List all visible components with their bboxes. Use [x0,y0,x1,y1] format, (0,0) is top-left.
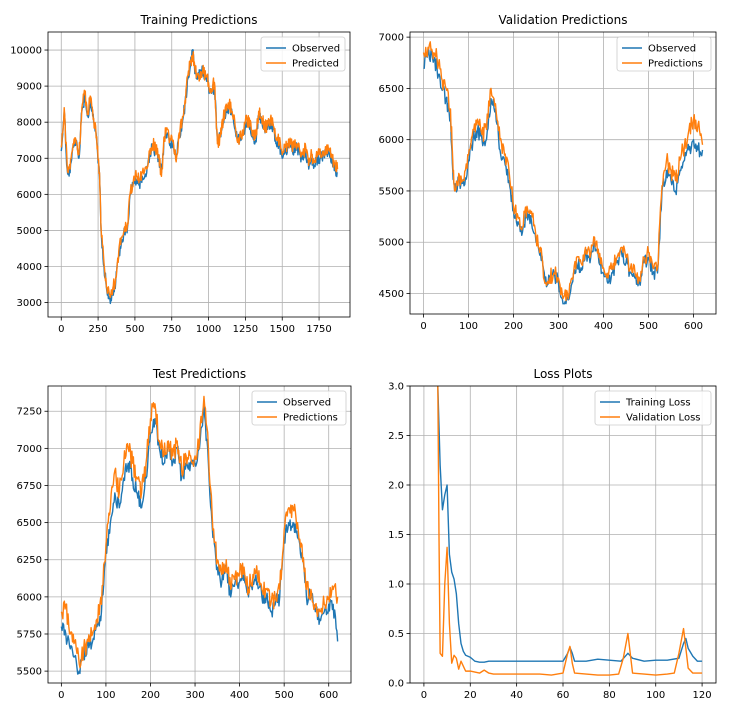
plot-frame [47,31,351,318]
x-tick-label: 600 [319,690,338,701]
x-tick-label: 300 [185,690,204,701]
y-tick-label: 4000 [17,262,42,273]
series-line-observed [423,49,704,305]
y-tick-label: 5750 [17,629,42,640]
y-tick-label: 6500 [17,518,42,529]
x-tick-label: 200 [141,690,160,701]
y-tick-label: 1.0 [388,580,404,591]
legend-label: Observed [292,44,340,55]
y-tick-label: 4500 [379,289,404,300]
y-tick-label: 6500 [379,84,404,95]
x-tick-label: 500 [125,324,144,335]
y-tick-label: 0.5 [388,629,404,640]
x-tick-label: 200 [504,321,523,332]
legend-label: Observed [283,398,331,409]
x-tick-label: 1250 [233,324,258,335]
legend: Observed Predictions [251,390,347,426]
x-tick-label: 500 [275,690,294,701]
legend: Observed Predictions [616,36,712,72]
x-tick-label: 1500 [270,324,295,335]
x-tick-label: 250 [89,324,108,335]
legend-label: Predicted [292,59,339,70]
series-line-training-loss [437,386,703,663]
x-tick-label: 20 [464,690,477,701]
series-line-observed [60,48,338,305]
legend-label: Training Loss [625,398,691,409]
y-tick-label: 6000 [379,135,404,146]
x-tick-label: 0 [421,690,427,701]
x-tick-label: 1000 [196,324,221,335]
y-tick-label: 6000 [17,592,42,603]
y-tick-label: 6250 [17,555,42,566]
plot-frame [409,31,717,315]
y-tick-label: 5000 [379,238,404,249]
y-tick-label: 5500 [17,667,42,678]
chart-panel-3: 0 100 200 300 400 500 600 5500 5750 6000 6250 6500 6… [17,367,352,701]
y-tick-label: 9000 [17,82,42,93]
legend-label: Observed [648,44,696,55]
y-tick-label: 5000 [17,226,42,237]
chart-panel-4: 0 20 40 60 80 100 120 0.0 0.5 1.0 1.5 2.0 2.5 3.0 Loss… [388,367,717,701]
y-tick-label: 6750 [17,481,42,492]
x-tick-label: 0 [58,690,64,701]
chart-panel-1: 0 250 500 750 1000 1250 1500 1750 3000 4000 5000 60… [10,13,351,335]
x-tick-label: 400 [230,690,249,701]
x-tick-label: 500 [639,321,658,332]
x-tick-label: 100 [459,321,478,332]
legend-label: Validation Loss [626,413,701,424]
chart-title: Test Predictions [152,367,246,381]
plot-frame [47,385,352,684]
y-tick-label: 3.0 [388,382,404,393]
x-tick-label: 80 [603,690,616,701]
y-tick-label: 7250 [17,407,42,418]
x-tick-label: 0 [420,321,426,332]
y-tick-label: 7000 [379,33,404,44]
y-tick-label: 10000 [10,46,42,57]
x-tick-label: 100 [646,690,665,701]
chart-title: Validation Predictions [499,13,628,27]
x-tick-label: 750 [162,324,181,335]
y-tick-label: 1.5 [388,530,404,541]
series-line-predicted [60,51,339,298]
series-line-validation-loss [437,386,703,676]
chart-panel-2: 0 100 200 300 400 500 600 4500 5000 5500 6000 6500 7… [379,13,717,332]
legend-box [594,390,712,426]
x-tick-label: 300 [549,321,568,332]
chart-title: Training Predictions [139,13,257,27]
x-tick-label: 1750 [306,324,331,335]
y-tick-label: 8000 [17,118,42,129]
legend: Training Loss Validation Loss [594,390,712,426]
x-tick-label: 400 [594,321,613,332]
y-tick-label: 7000 [17,154,42,165]
series-line-predictions [60,395,339,669]
x-tick-label: 120 [693,690,712,701]
y-tick-label: 5500 [379,186,404,197]
legend-label: Predictions [648,59,703,70]
y-tick-label: 0.0 [388,679,404,690]
x-tick-label: 600 [684,321,703,332]
x-tick-label: 40 [510,690,523,701]
y-tick-label: 3000 [17,298,42,309]
x-tick-label: 0 [58,324,64,335]
y-tick-label: 2.5 [388,431,404,442]
x-tick-label: 100 [96,690,115,701]
series-line-predictions [422,41,704,302]
legend: Observed Predicted [260,36,346,72]
legend-label: Predictions [283,413,338,424]
y-tick-label: 2.0 [388,481,404,492]
y-tick-label: 7000 [17,444,42,455]
x-tick-label: 60 [557,690,570,701]
y-tick-label: 6000 [17,190,42,201]
chart-title: Loss Plots [533,367,592,381]
